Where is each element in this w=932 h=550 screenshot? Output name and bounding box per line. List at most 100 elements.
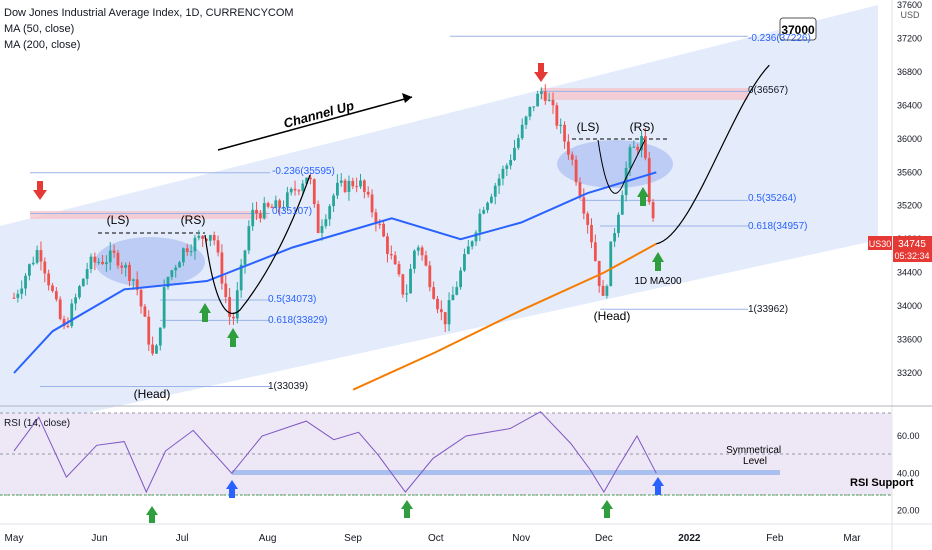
- candle-body: [397, 264, 401, 275]
- channel-up-arrowhead: [402, 93, 412, 103]
- candle-body: [216, 240, 220, 253]
- symmetrical-label-line2: Level: [743, 456, 767, 467]
- candle-body: [58, 299, 62, 319]
- arrow-up-icon: [652, 477, 664, 495]
- candle-body: [12, 297, 16, 299]
- candle-body: [586, 213, 590, 225]
- rs-label-right: (RS): [630, 120, 655, 134]
- candle-body: [16, 293, 20, 298]
- candle-body: [563, 124, 566, 142]
- fib-0-left: 0(35107): [272, 206, 312, 217]
- candle-body: [528, 107, 532, 117]
- candle-body: [24, 275, 27, 289]
- candle-body: [316, 204, 320, 233]
- candle-body: [413, 250, 416, 269]
- candle-body: [466, 246, 470, 255]
- candle-body: [43, 261, 47, 274]
- candle-body: [259, 213, 262, 219]
- candle-body: [124, 264, 128, 268]
- fib-236-right: -0.236(37226): [748, 33, 811, 44]
- time-axis-ticks[interactable]: May Jun Jul Aug Sep Oct Nov Dec 2022 Feb Mar: [5, 533, 862, 544]
- candle-body: [543, 91, 547, 101]
- candle-body: [289, 188, 293, 193]
- neckline-curve-left: [204, 174, 311, 315]
- candle-body: [628, 147, 632, 168]
- candle-body: [193, 237, 197, 252]
- ma200-legend: MA (200, close): [4, 39, 81, 51]
- price-tick: 36800: [897, 67, 922, 77]
- candle-body: [51, 285, 54, 292]
- shoulders-zone-right: [557, 140, 673, 188]
- price-tick: 36400: [897, 100, 922, 110]
- arrow-up-icon: [146, 506, 158, 523]
- time-tick: May: [5, 533, 24, 544]
- price-axis-ticks[interactable]: 3760037200368003640036000356003520034800…: [897, 0, 922, 378]
- last-price: 34745: [898, 239, 926, 250]
- candle-body: [201, 235, 205, 239]
- candle-body: [416, 247, 420, 251]
- candle-body: [651, 202, 655, 219]
- candle-body: [85, 269, 89, 279]
- candle-body: [255, 209, 258, 214]
- candle-body: [247, 226, 251, 251]
- candle-body: [251, 209, 255, 227]
- candle-body: [178, 262, 181, 268]
- price-tick: 33200: [897, 368, 922, 378]
- candle-body: [455, 287, 459, 295]
- candle-body: [436, 298, 439, 310]
- candle-body: [305, 177, 308, 184]
- arrow-down-icon: [33, 181, 47, 200]
- fib-05-right: 0.5(35264): [748, 193, 796, 204]
- candle-body: [424, 255, 428, 266]
- rsi-tick: 60.00: [897, 431, 920, 441]
- currency-label: USD: [900, 10, 920, 20]
- candle-body: [493, 185, 497, 197]
- candle-body: [447, 300, 451, 325]
- candle-body: [405, 293, 409, 295]
- candle-body: [486, 202, 489, 211]
- time-tick: Dec: [595, 533, 613, 544]
- time-tick: Jun: [91, 533, 107, 544]
- candle-body: [158, 327, 162, 346]
- time-tick: Feb: [766, 533, 784, 544]
- candle-body: [505, 165, 509, 169]
- candle-body: [516, 138, 520, 148]
- fib-05-left: 0.5(34073): [268, 294, 316, 305]
- candle-body: [270, 206, 274, 208]
- candle-body: [339, 180, 343, 183]
- candle-body: [151, 344, 154, 354]
- candle-body: [432, 287, 436, 299]
- symmetrical-label: Symmetrical Level: [726, 445, 784, 467]
- candle-body: [459, 270, 462, 288]
- candle-body: [532, 106, 536, 108]
- candle-body: [574, 159, 578, 183]
- candle-body: [443, 312, 447, 325]
- candle-body: [332, 195, 335, 207]
- symbol-tag-label: US30: [869, 239, 892, 249]
- candle-body: [393, 255, 397, 265]
- candle-body: [239, 264, 243, 291]
- candles: [12, 84, 655, 356]
- channel-up-label: Channel Up: [282, 98, 356, 131]
- countdown: 05:32:34: [894, 251, 929, 261]
- resistance-zone-left: [30, 211, 268, 219]
- candle-body: [97, 261, 101, 263]
- candle-body: [185, 248, 189, 253]
- ma50-line: [13, 171, 657, 374]
- candle-body: [205, 238, 208, 241]
- arrow-up-icon: [199, 303, 211, 322]
- arrow-up-icon: [652, 252, 664, 271]
- price-tick: 34400: [897, 268, 922, 278]
- candle-body: [328, 206, 332, 220]
- arrow-up-icon: [227, 328, 239, 347]
- rsi-axis-ticks: 60.00 40.00 20.00: [897, 431, 920, 516]
- candle-body: [509, 159, 513, 166]
- candle-body: [135, 279, 139, 290]
- candle-body: [355, 186, 359, 188]
- channel-up-arrow: [217, 96, 413, 151]
- candle-body: [347, 180, 351, 192]
- candle-body: [524, 116, 528, 125]
- candle-body: [301, 183, 305, 191]
- arrow-down-icon: [534, 63, 548, 82]
